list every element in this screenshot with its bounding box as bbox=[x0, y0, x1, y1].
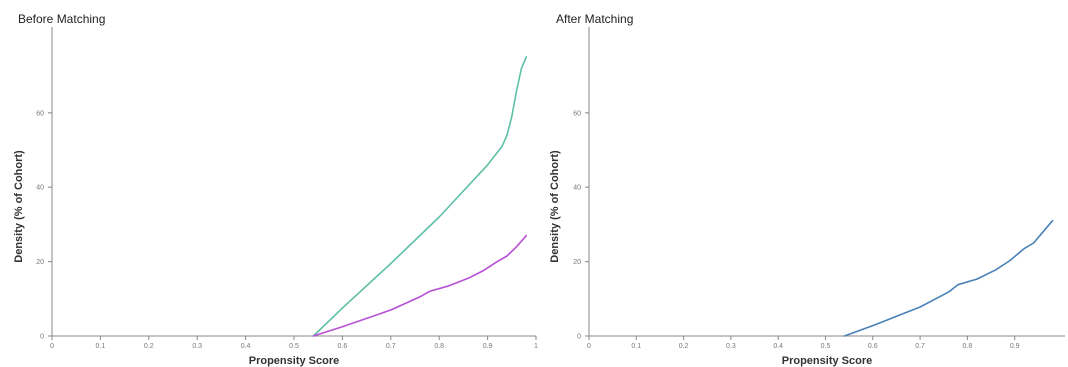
x-tick-label: 0.9 bbox=[483, 343, 493, 350]
x-tick-label: 0.3 bbox=[726, 343, 736, 350]
y-tick-label: 60 bbox=[36, 110, 44, 117]
x-tick-label: 0.8 bbox=[434, 343, 444, 350]
y-tick-label: 0 bbox=[40, 334, 44, 341]
x-tick-label: 0.1 bbox=[631, 343, 641, 350]
x-tick-label: 0.4 bbox=[773, 343, 783, 350]
y-tick-label: 40 bbox=[36, 185, 44, 192]
before-matching-panel: Before Matching 0 0.1 0.2 0.3 0.4 0.5 0.6 0.7 0.… bbox=[13, 12, 538, 367]
y-tick-label: 0 bbox=[577, 334, 581, 341]
chart-title: Before Matching bbox=[18, 12, 106, 26]
x-tick-label: 0 bbox=[50, 343, 54, 350]
y-axis-label: Density (% of Cohort) bbox=[13, 150, 25, 263]
x-axis-label: Propensity Score bbox=[249, 355, 339, 367]
x-tick-label: 0.2 bbox=[144, 343, 154, 350]
x-tick-label: 0 bbox=[587, 343, 591, 350]
x-tick-label: 0.4 bbox=[241, 343, 251, 350]
before-matching-chart: 0 0.1 0.2 0.3 0.4 0.5 0.6 0.7 0.8 0.9 1 0 20 40 60 Prop… bbox=[13, 27, 538, 367]
series-line-1 bbox=[843, 219, 1054, 337]
x-tick-label: 0.1 bbox=[96, 343, 106, 350]
x-axis-label: Propensity Score bbox=[782, 355, 872, 367]
series-line-2 bbox=[312, 234, 528, 337]
x-tick-label: 0.6 bbox=[868, 343, 878, 350]
after-matching-panel: After Matching 0 0.1 0.2 0.3 0.4 0.5 0.6 0.7 0.8… bbox=[545, 0, 1068, 367]
x-tick-label: 0.9 bbox=[1010, 343, 1020, 350]
y-tick-label: 40 bbox=[573, 185, 581, 192]
y-tick-label: 20 bbox=[573, 259, 581, 266]
chart-title: After Matching bbox=[556, 12, 634, 26]
x-tick-label: 0.5 bbox=[289, 343, 299, 350]
x-tick-label: 0.7 bbox=[915, 343, 925, 350]
x-tick-label: 0.3 bbox=[192, 343, 202, 350]
series-line-1 bbox=[312, 56, 528, 337]
x-tick-label: 0.6 bbox=[338, 343, 348, 350]
y-tick-label: 20 bbox=[36, 259, 44, 266]
after-matching-chart: 0 0.1 0.2 0.3 0.4 0.5 0.6 0.7 0.8 0.9 0 20 40 60 Prope… bbox=[549, 27, 1065, 367]
x-tick-label: 0.5 bbox=[821, 343, 831, 350]
y-axis-label: Density (% of Cohort) bbox=[549, 150, 561, 263]
x-tick-label: 1 bbox=[534, 343, 538, 350]
x-tick-label: 0.7 bbox=[386, 343, 396, 350]
y-tick-label: 60 bbox=[573, 110, 581, 117]
x-tick-label: 0.8 bbox=[963, 343, 973, 350]
x-tick-label: 0.2 bbox=[679, 343, 689, 350]
